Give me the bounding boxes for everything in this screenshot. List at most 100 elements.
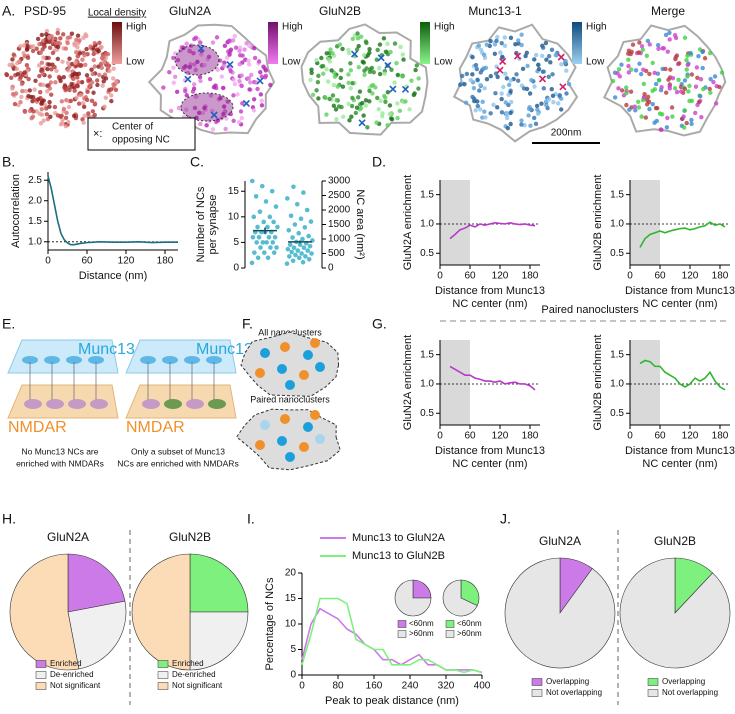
data-point bbox=[287, 242, 293, 248]
localization bbox=[348, 61, 353, 66]
localization bbox=[222, 43, 228, 49]
localization bbox=[53, 36, 58, 41]
x-axis-label: NC center (nm) bbox=[642, 458, 717, 470]
nanocluster-outline bbox=[174, 44, 220, 76]
x-tick-label: 0 bbox=[299, 681, 305, 692]
localization bbox=[246, 62, 252, 67]
localization bbox=[655, 43, 661, 48]
localization bbox=[628, 89, 634, 94]
x-tick-label: 60 bbox=[654, 271, 666, 282]
localization bbox=[67, 56, 72, 61]
localization bbox=[520, 66, 526, 71]
y-tick-label: 0.5 bbox=[420, 248, 434, 259]
data-point bbox=[250, 234, 256, 240]
localization bbox=[514, 72, 519, 77]
y-tick-label: 10 bbox=[285, 619, 297, 630]
localization bbox=[516, 38, 521, 43]
localization bbox=[20, 88, 25, 94]
localization bbox=[192, 62, 197, 67]
pie-title: GluN2B bbox=[654, 534, 696, 548]
localization bbox=[231, 77, 236, 83]
localization bbox=[698, 77, 704, 82]
localization bbox=[324, 112, 329, 117]
legend-swatch bbox=[157, 671, 169, 679]
localization bbox=[73, 60, 78, 66]
localization bbox=[251, 97, 257, 102]
localization bbox=[685, 62, 690, 68]
localization bbox=[544, 102, 549, 108]
localization bbox=[206, 54, 212, 59]
localization bbox=[414, 63, 420, 68]
localization bbox=[392, 80, 397, 85]
localization bbox=[333, 107, 339, 112]
localization bbox=[349, 114, 354, 119]
localization bbox=[685, 53, 690, 58]
localization bbox=[353, 110, 359, 116]
localization bbox=[92, 64, 97, 69]
localization bbox=[97, 72, 102, 78]
localization bbox=[644, 53, 650, 59]
localization bbox=[688, 50, 693, 56]
localization bbox=[370, 91, 375, 96]
localization bbox=[58, 122, 64, 127]
colorbar-high: High bbox=[434, 22, 455, 33]
localization bbox=[231, 118, 236, 124]
localization bbox=[84, 97, 90, 103]
localization bbox=[528, 123, 533, 128]
legend-label: Not overlapping bbox=[662, 688, 718, 697]
localization bbox=[207, 76, 213, 82]
localization bbox=[640, 47, 645, 53]
localization bbox=[314, 57, 319, 63]
localization bbox=[261, 64, 266, 69]
localization bbox=[69, 31, 75, 36]
localization bbox=[324, 67, 329, 72]
y-tick-label: 1.5 bbox=[420, 189, 434, 200]
localization bbox=[550, 93, 556, 98]
y2-tick-label: 2500 bbox=[328, 190, 351, 201]
nmdar-plate bbox=[7, 384, 119, 419]
localization bbox=[681, 125, 687, 130]
localization bbox=[41, 55, 46, 60]
colorbar-high: High bbox=[586, 22, 607, 33]
schematic-caption: NCs are enriched with NMDARs bbox=[117, 458, 238, 468]
synapse-outline bbox=[300, 23, 429, 136]
legend-label: Not overlapping bbox=[546, 688, 602, 697]
localization bbox=[61, 74, 66, 80]
opposing-nc-center bbox=[197, 44, 205, 53]
localization bbox=[719, 70, 725, 75]
localization bbox=[316, 96, 321, 101]
localization bbox=[689, 72, 695, 77]
munc13-label: Munc13 bbox=[196, 341, 253, 358]
localization bbox=[361, 113, 366, 118]
localization bbox=[389, 117, 395, 122]
nmdar-nc bbox=[68, 399, 86, 409]
localization bbox=[504, 76, 510, 81]
pie-slice bbox=[67, 600, 127, 670]
localization bbox=[230, 38, 236, 43]
nanocluster bbox=[315, 434, 325, 444]
localization bbox=[536, 62, 541, 68]
localization bbox=[95, 82, 100, 88]
localization bbox=[323, 95, 328, 101]
localization bbox=[495, 74, 500, 80]
localization bbox=[624, 91, 629, 96]
localization bbox=[670, 114, 675, 119]
localization bbox=[358, 34, 364, 39]
data-point bbox=[306, 257, 312, 262]
localization bbox=[647, 106, 652, 112]
y-tick-label: 0 bbox=[233, 263, 239, 274]
localization bbox=[181, 65, 187, 70]
localization bbox=[387, 112, 392, 117]
localization bbox=[172, 74, 178, 79]
localization bbox=[90, 71, 95, 77]
x-tick-label: 60 bbox=[464, 271, 476, 282]
localization bbox=[557, 93, 562, 98]
data-point bbox=[275, 224, 280, 230]
localization bbox=[500, 54, 505, 60]
localization bbox=[35, 36, 41, 42]
localization bbox=[197, 74, 203, 80]
localization bbox=[463, 100, 469, 105]
localization bbox=[47, 62, 52, 67]
shaded-region bbox=[440, 180, 470, 265]
data-point bbox=[269, 188, 275, 194]
